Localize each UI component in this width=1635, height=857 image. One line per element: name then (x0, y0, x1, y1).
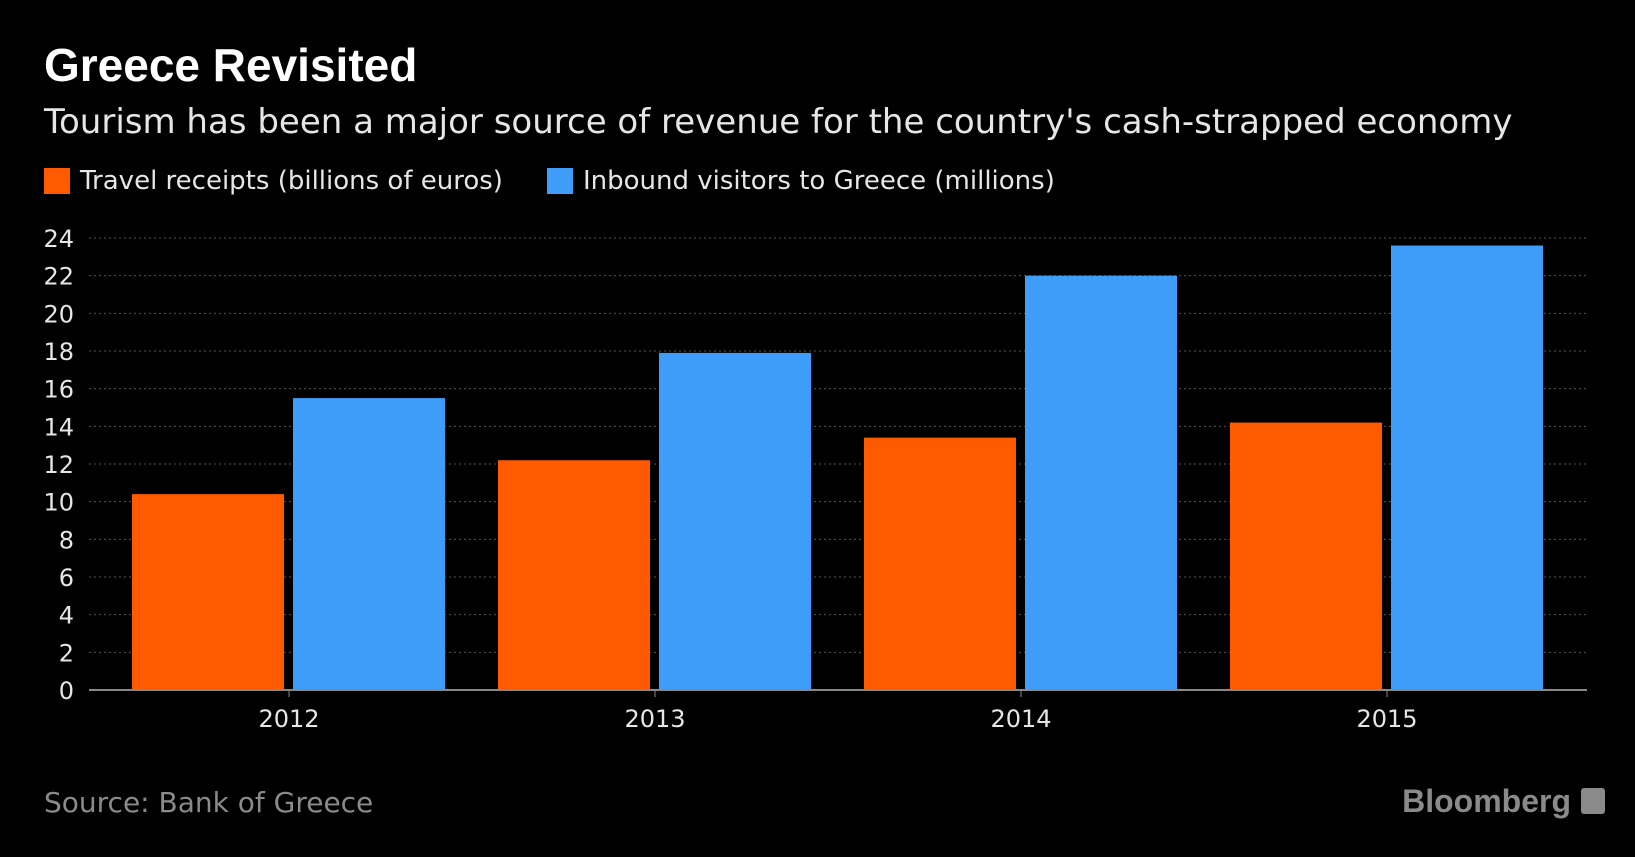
y-tick-label: 14 (43, 413, 74, 441)
legend-swatch-orange (44, 168, 70, 194)
y-tick-label: 6 (59, 564, 74, 592)
x-tick-label: 2012 (258, 705, 319, 733)
y-tick-label: 18 (43, 338, 74, 366)
y-tick-label: 10 (43, 489, 74, 517)
legend-label: Travel receipts (billions of euros) (80, 166, 503, 196)
x-tick-label: 2014 (990, 705, 1051, 733)
y-tick-label: 8 (59, 526, 74, 554)
y-tick-label: 2 (59, 639, 74, 667)
bar-inbound-visitors-2015 (1391, 245, 1543, 691)
legend-item-travel-receipts: Travel receipts (billions of euros) (44, 166, 503, 196)
bar-travel-receipts-2014 (864, 437, 1016, 690)
legend: Travel receipts (billions of euros) Inbo… (44, 166, 1055, 196)
y-tick-label: 20 (43, 300, 74, 328)
y-tick-label: 16 (43, 376, 74, 404)
bloomberg-logo: Bloomberg (1402, 783, 1571, 819)
y-tick-label: 24 (43, 225, 74, 253)
source-note: Source: Bank of Greece (44, 786, 374, 819)
bar-inbound-visitors-2014 (1025, 275, 1177, 690)
bar-travel-receipts-2015 (1230, 422, 1382, 690)
legend-item-inbound-visitors: Inbound visitors to Greece (millions) (546, 166, 1055, 196)
y-tick-label: 0 (59, 677, 74, 705)
bar-inbound-visitors-2012 (293, 398, 445, 690)
x-tick-label: 2015 (1356, 705, 1417, 733)
bloomberg-chart-icon (1581, 788, 1605, 814)
y-tick-label: 12 (43, 451, 74, 479)
y-tick-label: 22 (43, 263, 74, 291)
bar-travel-receipts-2013 (498, 460, 650, 690)
legend-swatch-blue (546, 168, 573, 194)
chart-title: Greece Revisited (44, 39, 418, 91)
bar-inbound-visitors-2013 (659, 352, 811, 690)
y-tick-label: 4 (59, 602, 74, 630)
chart-subtitle: Tourism has been a major source of reven… (44, 102, 1513, 142)
x-tick-label: 2013 (624, 705, 685, 733)
legend-label: Inbound visitors to Greece (millions) (582, 166, 1055, 196)
bar-travel-receipts-2012 (132, 494, 284, 690)
